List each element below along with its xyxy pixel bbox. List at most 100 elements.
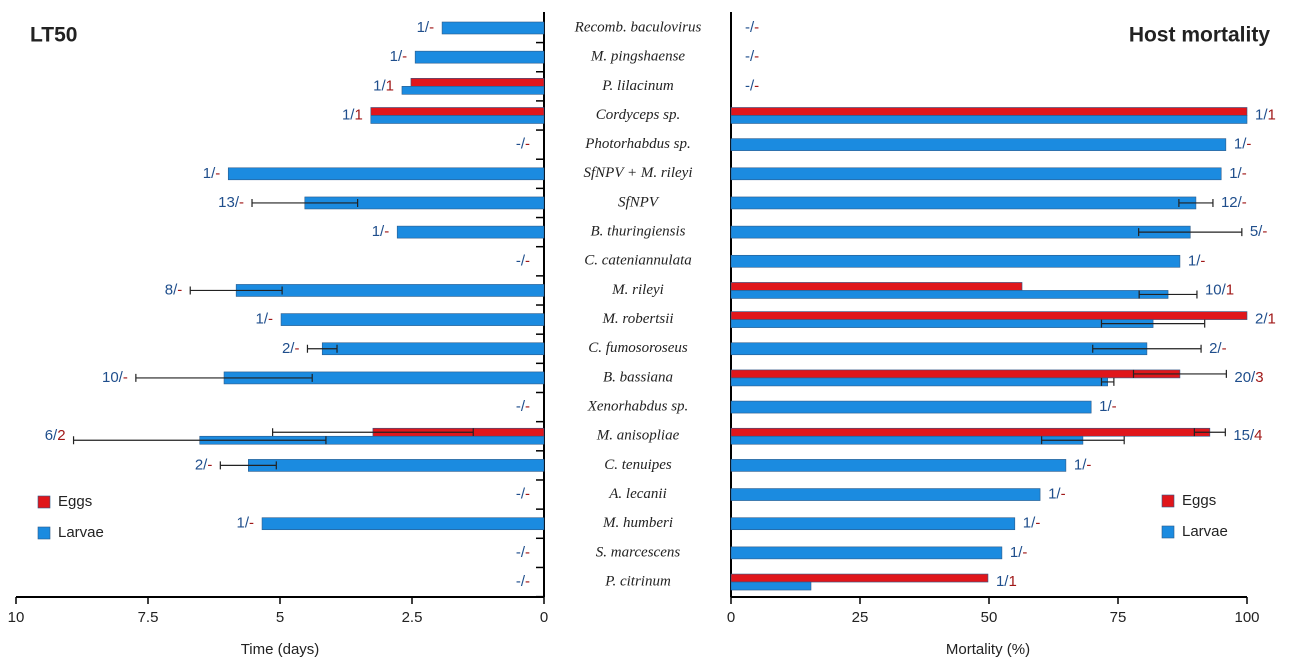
category-label: C. cateniannulata: [584, 253, 692, 269]
count-label: 1/-: [372, 223, 390, 240]
bar: [730, 517, 1016, 531]
bar: [321, 342, 545, 356]
category-label: M. rileyi: [611, 282, 664, 298]
bar: [730, 282, 1023, 291]
bar: [730, 311, 1248, 320]
category-label: S. marcescens: [596, 544, 681, 560]
bar: [730, 377, 1108, 387]
legend-swatch: [37, 495, 51, 509]
category-label: M. humberi: [602, 515, 673, 531]
bar: [414, 50, 545, 64]
count-label: 1/1: [342, 106, 363, 123]
count-label: 8/-: [165, 281, 183, 298]
bar: [261, 517, 545, 531]
count-label: 1/-: [390, 48, 408, 65]
count-label: -/-: [745, 48, 759, 65]
count-label: -/-: [516, 573, 530, 590]
error-bar: [1041, 436, 1125, 445]
count-label: 2/1: [1255, 311, 1276, 328]
count-label: 1/-: [417, 19, 435, 36]
bar: [730, 196, 1197, 210]
bar: [730, 167, 1222, 181]
bar: [280, 313, 545, 326]
count-label: -/-: [745, 77, 759, 94]
category-label: M. pingshaense: [590, 49, 685, 65]
count-label: 1/-: [1099, 398, 1117, 415]
count-label: 2/-: [195, 456, 213, 473]
count-label: 1/-: [1023, 515, 1041, 532]
count-label: 20/3: [1234, 369, 1263, 386]
error-bar: [1178, 198, 1214, 207]
x-tick-label: 5: [276, 609, 284, 626]
bar: [730, 400, 1092, 414]
bar: [730, 254, 1181, 268]
bar: [730, 573, 989, 583]
bar: [730, 546, 1003, 560]
bar: [730, 459, 1067, 472]
count-label: 1/1: [996, 573, 1017, 590]
count-label: -/-: [745, 19, 759, 36]
count-label: -/-: [516, 252, 530, 269]
count-label: 1/-: [1074, 456, 1092, 473]
x-tick-label: 0: [540, 609, 548, 626]
count-label: 6/2: [45, 427, 66, 444]
category-label: C. tenuipes: [604, 457, 672, 473]
count-label: 1/-: [256, 311, 274, 328]
x-axis-label: Time (days): [241, 641, 320, 658]
chart-title: Host mortality: [1129, 24, 1271, 47]
category-label: M. anisopliae: [596, 428, 680, 444]
category-label: Cordyceps sp.: [596, 107, 680, 123]
x-tick-label: 2.5: [402, 609, 423, 626]
bar: [410, 78, 545, 87]
error-bar: [135, 373, 313, 382]
bar: [730, 581, 812, 591]
count-label: 10/1: [1205, 281, 1234, 298]
bar: [396, 225, 545, 239]
x-tick-label: 7.5: [138, 609, 159, 626]
count-label: -/-: [516, 136, 530, 153]
legend-swatch: [1161, 525, 1175, 539]
category-label: P. citrinum: [604, 573, 671, 589]
count-label: 1/-: [1229, 165, 1247, 182]
error-bar: [72, 436, 327, 445]
category-label: A. lecanii: [608, 486, 666, 502]
count-label: -/-: [516, 398, 530, 415]
bar: [730, 435, 1084, 445]
error-bar: [306, 344, 338, 353]
count-label: 1/-: [1010, 544, 1028, 561]
count-label: -/-: [516, 486, 530, 503]
error-bar: [189, 286, 283, 295]
category-label: B. thuringiensis: [590, 224, 685, 240]
x-tick-label: 25: [852, 609, 869, 626]
x-tick-label: 50: [981, 609, 998, 626]
count-label: 2/-: [282, 340, 300, 357]
legend-label: Larvae: [58, 524, 104, 541]
bar: [227, 167, 545, 181]
bar: [730, 369, 1181, 379]
bar: [730, 225, 1191, 239]
count-label: -/-: [516, 544, 530, 561]
bar: [370, 107, 545, 116]
x-tick-label: 100: [1234, 609, 1259, 626]
error-bar: [219, 461, 277, 470]
error-bar: [1100, 319, 1206, 328]
legend-label: Larvae: [1182, 523, 1228, 540]
count-label: 1/-: [237, 515, 255, 532]
error-bar: [1092, 344, 1202, 353]
error-bar: [1100, 377, 1115, 386]
chart-title: LT50: [30, 24, 77, 47]
x-tick-label: 75: [1110, 609, 1127, 626]
bar: [730, 427, 1211, 437]
legend-label: Eggs: [1182, 492, 1216, 509]
error-bar: [1132, 369, 1227, 378]
count-label: 1/1: [1255, 106, 1276, 123]
bar: [730, 319, 1154, 328]
error-bar: [1138, 290, 1198, 299]
bar: [730, 138, 1227, 151]
category-label: Recomb. baculovirus: [574, 19, 702, 35]
bar: [401, 86, 545, 95]
count-label: 1/1: [373, 77, 394, 94]
category-label: Photorhabdus sp.: [584, 136, 691, 152]
bar: [441, 21, 545, 35]
